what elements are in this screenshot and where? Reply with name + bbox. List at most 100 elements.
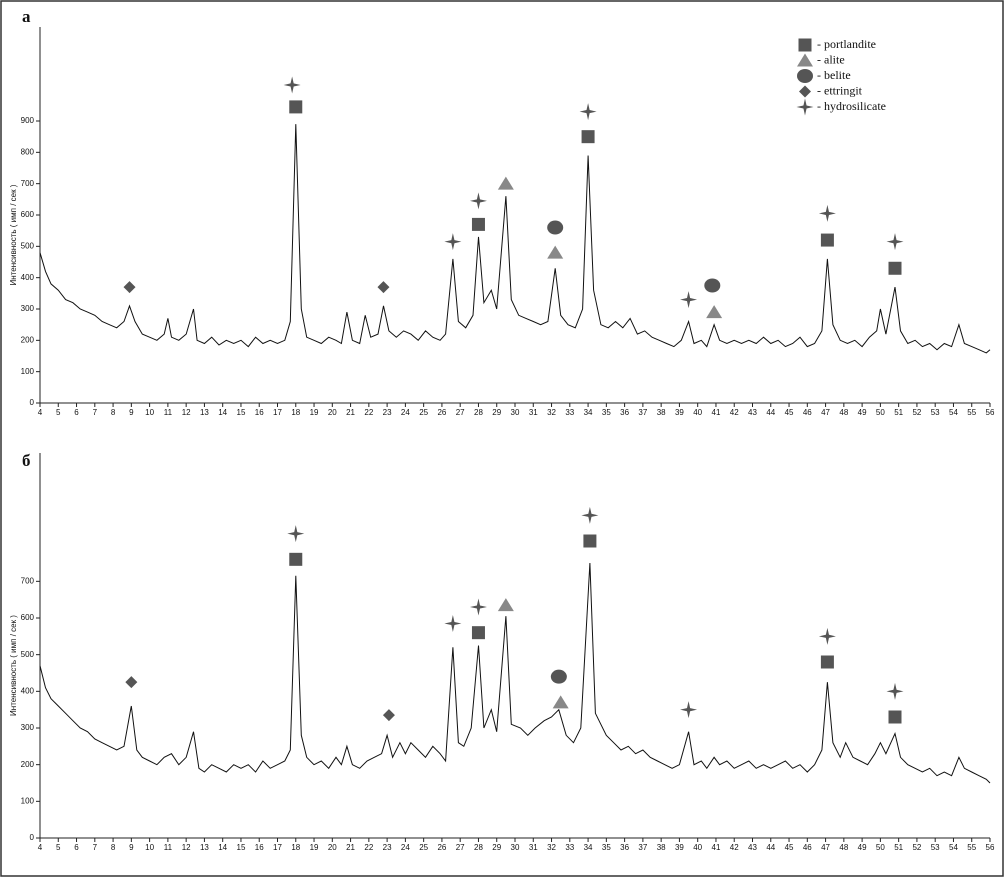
x-tick-label: 28 bbox=[474, 843, 483, 852]
x-tick-label: 24 bbox=[401, 843, 410, 852]
x-tick-label: 11 bbox=[164, 408, 173, 417]
marker-star bbox=[283, 76, 301, 94]
x-tick-label: 55 bbox=[967, 843, 976, 852]
x-tick-label: 56 bbox=[986, 843, 995, 852]
marker-star bbox=[469, 192, 487, 210]
x-tick-label: 54 bbox=[949, 408, 958, 417]
y-tick-label: 100 bbox=[21, 796, 35, 805]
x-tick-label: 22 bbox=[364, 843, 373, 852]
x-tick-label: 39 bbox=[675, 408, 684, 417]
x-tick-label: 35 bbox=[602, 408, 611, 417]
x-tick-label: 48 bbox=[839, 843, 848, 852]
x-tick-label: 31 bbox=[529, 408, 538, 417]
marker-star bbox=[444, 615, 462, 632]
y-tick-label: 400 bbox=[21, 686, 35, 695]
marker-square bbox=[820, 655, 834, 669]
marker-star bbox=[581, 506, 599, 524]
x-tick-label: 12 bbox=[182, 408, 191, 417]
x-tick-label: 42 bbox=[730, 408, 739, 417]
marker-circle bbox=[704, 278, 721, 293]
y-axis-label: Интенсивность ( имп / сек ) bbox=[9, 615, 18, 716]
x-tick-label: 24 bbox=[401, 408, 410, 417]
x-tick-label: 11 bbox=[164, 843, 173, 852]
x-tick-label: 27 bbox=[456, 843, 465, 852]
x-tick-label: 21 bbox=[346, 408, 355, 417]
legend-label: - alite bbox=[817, 52, 845, 66]
x-tick-label: 15 bbox=[237, 408, 246, 417]
x-tick-label: 55 bbox=[967, 408, 976, 417]
marker-diamond bbox=[377, 281, 390, 294]
panel-label: б bbox=[22, 451, 31, 470]
x-tick-label: 47 bbox=[821, 843, 830, 852]
marker-circle bbox=[547, 220, 564, 235]
x-tick-label: 44 bbox=[766, 843, 775, 852]
x-tick-label: 37 bbox=[638, 843, 647, 852]
marker-square bbox=[581, 130, 595, 144]
x-tick-label: 50 bbox=[876, 843, 885, 852]
x-tick-label: 31 bbox=[529, 843, 538, 852]
marker-star bbox=[444, 233, 462, 251]
y-tick-label: 600 bbox=[21, 210, 35, 219]
x-tick-label: 8 bbox=[111, 408, 116, 417]
x-tick-label: 23 bbox=[383, 408, 392, 417]
y-tick-label: 200 bbox=[21, 335, 35, 344]
x-tick-label: 19 bbox=[310, 843, 319, 852]
x-tick-label: 26 bbox=[437, 843, 446, 852]
x-tick-label: 53 bbox=[931, 408, 940, 417]
x-tick-label: 4 bbox=[38, 843, 43, 852]
y-tick-label: 200 bbox=[21, 760, 35, 769]
legend-label: - portlandite bbox=[817, 37, 876, 51]
x-tick-label: 21 bbox=[346, 843, 355, 852]
x-tick-label: 43 bbox=[748, 843, 757, 852]
x-tick-label: 18 bbox=[291, 408, 300, 417]
x-tick-label: 29 bbox=[492, 408, 501, 417]
marker-star bbox=[579, 103, 597, 121]
marker-star bbox=[796, 98, 814, 116]
x-tick-label: 52 bbox=[912, 843, 921, 852]
x-tick-label: 42 bbox=[730, 843, 739, 852]
x-tick-label: 20 bbox=[328, 843, 337, 852]
x-tick-label: 30 bbox=[511, 843, 520, 852]
legend-label: - belite bbox=[817, 68, 851, 82]
marker-triangle bbox=[497, 598, 514, 612]
y-tick-label: 0 bbox=[30, 398, 35, 407]
marker-star bbox=[680, 291, 698, 309]
x-tick-label: 7 bbox=[93, 408, 98, 417]
x-tick-label: 6 bbox=[74, 843, 79, 852]
x-tick-label: 30 bbox=[511, 408, 520, 417]
x-tick-label: 27 bbox=[456, 408, 465, 417]
marker-square bbox=[471, 626, 485, 640]
marker-square bbox=[798, 38, 812, 52]
x-tick-label: 12 bbox=[182, 843, 191, 852]
x-tick-label: 4 bbox=[38, 408, 43, 417]
marker-square bbox=[471, 217, 485, 231]
y-tick-label: 300 bbox=[21, 304, 35, 313]
x-tick-label: 28 bbox=[474, 408, 483, 417]
marker-star bbox=[886, 233, 904, 251]
x-tick-label: 33 bbox=[565, 843, 574, 852]
marker-star bbox=[680, 701, 698, 719]
marker-square bbox=[888, 261, 902, 275]
x-tick-label: 10 bbox=[145, 843, 154, 852]
x-tick-label: 41 bbox=[712, 843, 721, 852]
x-tick-label: 22 bbox=[364, 408, 373, 417]
x-tick-label: 38 bbox=[657, 843, 666, 852]
marker-square bbox=[888, 710, 902, 724]
x-tick-label: 34 bbox=[584, 408, 593, 417]
x-tick-label: 46 bbox=[803, 843, 812, 852]
x-tick-label: 29 bbox=[492, 843, 501, 852]
x-tick-label: 36 bbox=[620, 408, 629, 417]
x-tick-label: 37 bbox=[638, 408, 647, 417]
x-tick-label: 9 bbox=[129, 408, 134, 417]
marker-triangle bbox=[706, 305, 723, 319]
x-tick-label: 52 bbox=[912, 408, 921, 417]
x-tick-label: 5 bbox=[56, 408, 61, 417]
x-tick-label: 9 bbox=[129, 843, 134, 852]
marker-diamond bbox=[382, 709, 395, 722]
marker-circle bbox=[797, 69, 813, 83]
x-tick-label: 39 bbox=[675, 843, 684, 852]
x-tick-label: 56 bbox=[986, 408, 995, 417]
y-tick-label: 500 bbox=[21, 241, 35, 250]
x-tick-label: 46 bbox=[803, 408, 812, 417]
